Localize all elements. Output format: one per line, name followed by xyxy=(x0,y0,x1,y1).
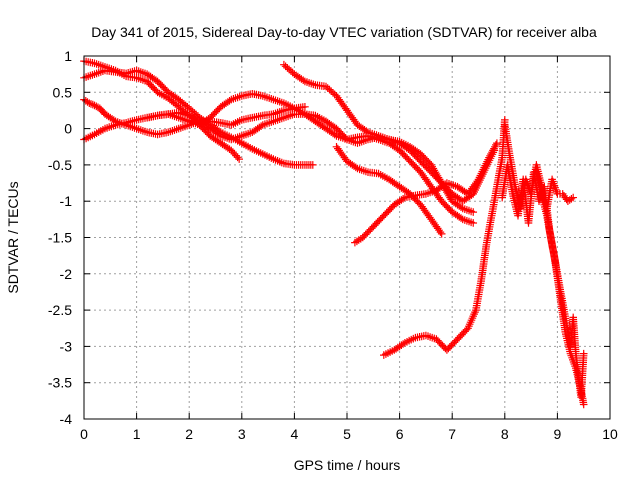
data-point xyxy=(435,338,444,347)
data-point xyxy=(144,79,153,87)
data-point xyxy=(360,232,369,240)
x-tick-label: 6 xyxy=(396,426,404,442)
series-arc-11 xyxy=(501,121,577,213)
data-point xyxy=(430,171,438,180)
data-point xyxy=(380,211,388,220)
x-tick-label: 7 xyxy=(448,426,456,442)
data-point xyxy=(334,126,342,134)
y-tick-label: -4 xyxy=(60,411,73,427)
x-tick-label: 1 xyxy=(133,426,141,442)
y-tick-label: 0.5 xyxy=(53,84,73,100)
data-point xyxy=(436,177,444,186)
data-point xyxy=(442,202,450,210)
series-arc-6 xyxy=(280,60,499,205)
data-series xyxy=(80,57,588,409)
data-point xyxy=(301,103,309,111)
data-point xyxy=(459,329,468,337)
data-point xyxy=(493,139,501,147)
data-point xyxy=(445,205,453,213)
y-tick-label: -3 xyxy=(60,338,73,354)
data-point xyxy=(147,82,156,90)
data-point xyxy=(409,149,417,158)
x-tick-label: 9 xyxy=(554,426,562,442)
data-point xyxy=(387,204,396,212)
y-tick-label: -2.5 xyxy=(48,302,72,318)
data-point xyxy=(469,219,478,227)
data-point xyxy=(403,154,411,162)
x-tick-label: 8 xyxy=(501,426,509,442)
data-point xyxy=(579,400,588,409)
data-point xyxy=(398,149,407,158)
data-point xyxy=(416,157,425,166)
data-point xyxy=(155,79,163,87)
data-point xyxy=(150,85,159,93)
data-point xyxy=(427,168,435,176)
data-point xyxy=(424,158,432,166)
data-point xyxy=(235,155,243,163)
data-point xyxy=(369,222,378,231)
data-point xyxy=(383,208,391,217)
axis-ticks: 0 1 2 3 4 5 6 7 8 9 10 1 0.5 0 -0.5 -1 -1.5 -2 -2.5 -3 -3.5 -… xyxy=(48,48,618,442)
data-point xyxy=(377,215,385,223)
y-tick-label: -2 xyxy=(60,266,73,282)
data-point xyxy=(439,199,447,207)
y-tick-label: 1 xyxy=(64,48,72,64)
data-point xyxy=(469,208,478,216)
series-arc-8 xyxy=(351,139,501,247)
data-point xyxy=(206,113,214,122)
series-arc-9 xyxy=(380,116,509,359)
y-tick-label: -0.5 xyxy=(48,157,72,173)
x-tick-label: 0 xyxy=(80,426,88,442)
y-tick-label: 0 xyxy=(64,121,72,137)
data-point xyxy=(443,346,451,354)
chart-title: Day 341 of 2015, Sidereal Day-to-day VTE… xyxy=(91,24,597,40)
data-point xyxy=(415,199,423,208)
data-point xyxy=(453,335,462,343)
data-point xyxy=(446,343,454,351)
series-arc-5 xyxy=(143,90,478,227)
data-point xyxy=(569,193,577,202)
data-point xyxy=(366,225,375,234)
data-point xyxy=(579,349,588,358)
data-point xyxy=(419,160,428,169)
data-point xyxy=(406,157,414,166)
y-axis-title: SDTVAR / TECUs xyxy=(5,181,21,293)
x-tick-label: 2 xyxy=(185,426,193,442)
y-tick-label: -1 xyxy=(60,193,73,209)
data-point xyxy=(446,188,455,197)
data-point xyxy=(201,127,210,135)
data-point xyxy=(406,146,414,155)
data-point xyxy=(412,163,420,172)
data-point xyxy=(413,154,422,162)
data-point xyxy=(456,332,465,340)
data-point xyxy=(418,151,426,160)
data-point xyxy=(443,185,452,194)
data-point xyxy=(395,146,404,155)
data-point xyxy=(422,163,431,172)
data-point xyxy=(438,341,447,350)
series-arc-7 xyxy=(332,143,446,238)
y-tick-label: -3.5 xyxy=(48,375,72,391)
data-point xyxy=(309,161,317,169)
x-tick-label: 5 xyxy=(343,426,351,442)
series-arc-12 xyxy=(532,168,588,401)
x-axis-title: GPS time / hours xyxy=(294,457,401,473)
data-point xyxy=(363,229,372,237)
data-point xyxy=(409,160,417,169)
y-tick-label: -1.5 xyxy=(48,230,72,246)
data-point xyxy=(437,230,446,238)
data-point xyxy=(161,85,169,93)
data-point xyxy=(374,218,382,226)
data-point xyxy=(412,196,420,204)
x-tick-label: 10 xyxy=(602,426,618,442)
data-point xyxy=(433,174,441,183)
x-tick-label: 4 xyxy=(291,426,299,442)
x-tick-label: 3 xyxy=(238,426,246,442)
data-point xyxy=(214,106,222,114)
data-point xyxy=(449,340,457,348)
